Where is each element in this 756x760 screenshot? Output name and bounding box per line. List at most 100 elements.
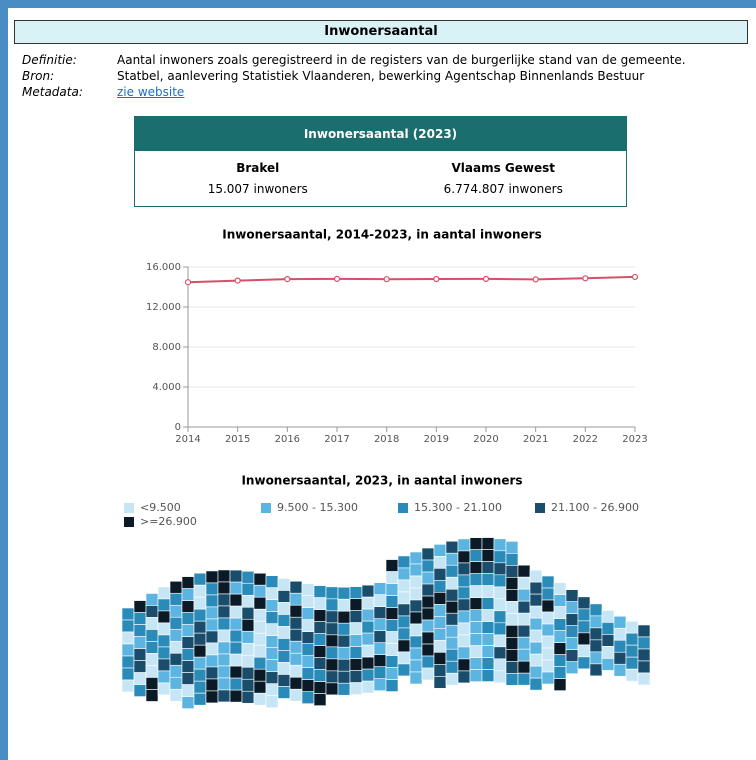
map-area xyxy=(397,555,411,569)
map-area xyxy=(337,670,351,684)
map-area xyxy=(469,621,483,634)
metadata-link[interactable]: zie website xyxy=(117,85,185,99)
map-area xyxy=(637,648,651,662)
map-area xyxy=(625,620,639,634)
map-area xyxy=(481,585,495,598)
map-area xyxy=(433,604,447,617)
map-area xyxy=(457,646,471,660)
map-area xyxy=(181,576,195,589)
map-area xyxy=(481,573,495,586)
map-area xyxy=(421,619,435,633)
legend-label: <9.500 xyxy=(140,501,181,514)
map-area xyxy=(265,659,279,673)
map-area xyxy=(469,585,483,598)
point xyxy=(482,275,490,282)
map-area xyxy=(289,640,303,654)
map-area xyxy=(517,564,531,578)
x-tick-label: 2019 xyxy=(424,434,449,445)
definition-label: Definitie: xyxy=(22,53,77,67)
map-area xyxy=(373,594,387,608)
map-area xyxy=(181,636,195,649)
map-area xyxy=(397,627,411,641)
map-area xyxy=(505,637,519,650)
map-area xyxy=(529,629,543,643)
map-area xyxy=(289,688,303,702)
map-area xyxy=(421,559,435,573)
map-area xyxy=(289,676,303,690)
map-area xyxy=(409,551,423,565)
map-area xyxy=(157,622,171,636)
map-area xyxy=(385,559,399,572)
line xyxy=(187,275,636,284)
map-area xyxy=(241,654,255,668)
map-area xyxy=(445,600,459,614)
map-area xyxy=(325,598,339,612)
legend-swatch xyxy=(261,503,271,513)
map-area xyxy=(205,690,219,704)
map-area xyxy=(445,660,459,674)
map-area xyxy=(541,611,555,625)
map-area xyxy=(229,593,243,607)
map-area xyxy=(565,625,579,638)
map-area xyxy=(601,610,615,623)
map-area xyxy=(421,595,435,609)
point xyxy=(631,273,639,281)
map-area xyxy=(481,561,495,574)
map-area xyxy=(385,643,399,656)
legend-label: 9.500 - 15.300 xyxy=(277,501,358,514)
map-area xyxy=(337,646,351,660)
map-area xyxy=(217,629,231,643)
map-area xyxy=(217,605,231,619)
map-area xyxy=(541,635,555,649)
map-area xyxy=(325,622,339,636)
map-area xyxy=(589,639,603,653)
x-tick-label: 2020 xyxy=(473,434,498,445)
map-area xyxy=(625,656,639,670)
map-area xyxy=(121,619,135,633)
legend-swatch xyxy=(535,503,545,513)
map-area xyxy=(445,540,459,554)
map-area xyxy=(313,669,327,682)
map-area xyxy=(241,630,255,644)
map-area xyxy=(541,575,555,589)
map-area xyxy=(229,581,243,595)
source-label: Bron: xyxy=(22,69,55,83)
map-area xyxy=(133,636,147,649)
map-area xyxy=(265,623,279,637)
map-area xyxy=(409,671,423,685)
chart-title: Inwonersaantal, 2014-2023, in aantal inw… xyxy=(222,228,541,242)
map-area xyxy=(457,562,471,576)
map-area xyxy=(481,633,495,646)
map-area xyxy=(421,643,435,657)
map-area xyxy=(193,572,207,586)
map-area xyxy=(133,684,147,697)
map-area xyxy=(493,610,507,624)
map-area xyxy=(277,578,291,591)
map-area xyxy=(265,647,279,661)
map-area xyxy=(349,670,363,683)
x-tick-label: 2023 xyxy=(622,434,647,445)
map-area xyxy=(409,563,423,577)
map-area xyxy=(445,576,459,590)
map-area xyxy=(445,552,459,566)
map-area xyxy=(421,547,435,561)
map-area xyxy=(409,659,423,673)
map-area xyxy=(541,623,555,637)
map-area xyxy=(433,628,447,641)
map-area xyxy=(229,569,243,583)
map-area xyxy=(217,593,231,607)
map-area xyxy=(337,598,351,612)
map-area xyxy=(325,634,339,648)
map-area xyxy=(409,611,423,625)
map-area xyxy=(169,616,183,630)
map-area xyxy=(265,587,279,601)
map-area xyxy=(481,609,495,622)
map-title: Inwonersaantal, 2023, in aantal inwoners xyxy=(241,474,522,488)
map-area xyxy=(229,677,243,691)
point xyxy=(582,275,589,282)
map-area xyxy=(445,588,459,602)
map-area xyxy=(469,561,483,574)
map-area xyxy=(313,645,327,658)
map-area xyxy=(325,658,339,672)
map-area xyxy=(577,644,591,658)
